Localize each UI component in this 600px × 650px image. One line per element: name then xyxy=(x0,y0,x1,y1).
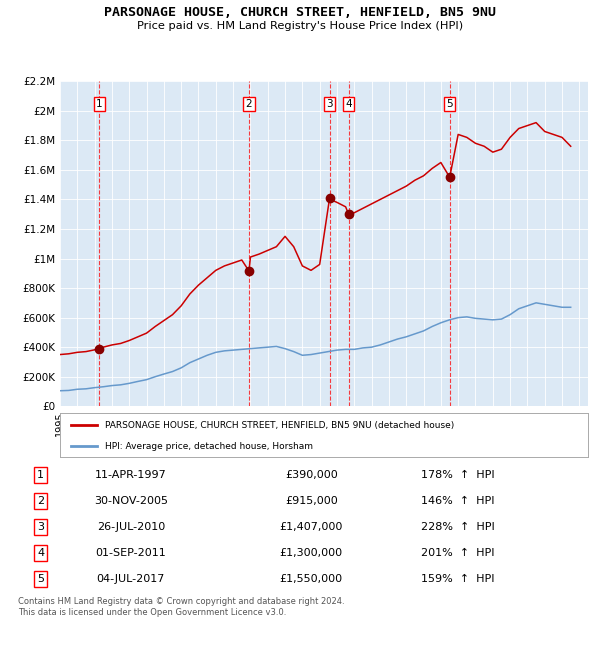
Text: 2: 2 xyxy=(246,99,253,109)
Text: 178%  ↑  HPI: 178% ↑ HPI xyxy=(421,470,495,480)
Text: £1,550,000: £1,550,000 xyxy=(280,574,343,584)
Text: HPI: Average price, detached house, Horsham: HPI: Average price, detached house, Hors… xyxy=(105,442,313,451)
Text: 3: 3 xyxy=(37,522,44,532)
Text: 201%  ↑  HPI: 201% ↑ HPI xyxy=(421,548,494,558)
Text: 30-NOV-2005: 30-NOV-2005 xyxy=(94,496,168,506)
Text: 4: 4 xyxy=(345,99,352,109)
Text: 1: 1 xyxy=(96,99,103,109)
Text: Price paid vs. HM Land Registry's House Price Index (HPI): Price paid vs. HM Land Registry's House … xyxy=(137,21,463,31)
Text: 01-SEP-2011: 01-SEP-2011 xyxy=(95,548,166,558)
Text: 5: 5 xyxy=(446,99,453,109)
Text: PARSONAGE HOUSE, CHURCH STREET, HENFIELD, BN5 9NU: PARSONAGE HOUSE, CHURCH STREET, HENFIELD… xyxy=(104,6,496,20)
Text: 26-JUL-2010: 26-JUL-2010 xyxy=(97,522,165,532)
Text: 146%  ↑  HPI: 146% ↑ HPI xyxy=(421,496,494,506)
Text: 4: 4 xyxy=(37,548,44,558)
Text: 228%  ↑  HPI: 228% ↑ HPI xyxy=(421,522,495,532)
Text: £915,000: £915,000 xyxy=(285,496,338,506)
Text: 3: 3 xyxy=(326,99,333,109)
Text: £1,407,000: £1,407,000 xyxy=(280,522,343,532)
Text: 5: 5 xyxy=(37,574,44,584)
Text: 159%  ↑  HPI: 159% ↑ HPI xyxy=(421,574,494,584)
Text: PARSONAGE HOUSE, CHURCH STREET, HENFIELD, BN5 9NU (detached house): PARSONAGE HOUSE, CHURCH STREET, HENFIELD… xyxy=(105,421,454,430)
Text: 11-APR-1997: 11-APR-1997 xyxy=(95,470,167,480)
Text: 2: 2 xyxy=(37,496,44,506)
Text: £390,000: £390,000 xyxy=(285,470,338,480)
Text: Contains HM Land Registry data © Crown copyright and database right 2024.
This d: Contains HM Land Registry data © Crown c… xyxy=(18,597,344,617)
Text: 04-JUL-2017: 04-JUL-2017 xyxy=(97,574,165,584)
Text: 1: 1 xyxy=(37,470,44,480)
Text: £1,300,000: £1,300,000 xyxy=(280,548,343,558)
